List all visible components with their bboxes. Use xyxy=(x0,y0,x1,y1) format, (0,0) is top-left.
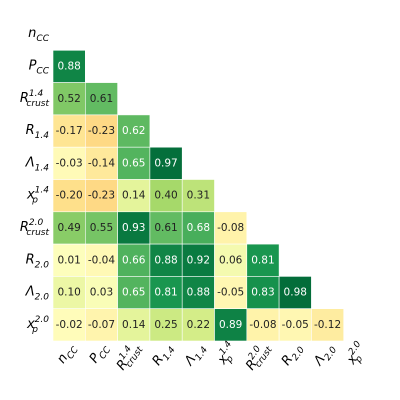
heatmap-cell-r9-c2 xyxy=(117,308,151,342)
column-label-8: Λ2.0 xyxy=(311,340,340,370)
row-label-5: x1.4 p xyxy=(26,186,49,206)
heatmap-cell-r5-c3 xyxy=(149,179,183,213)
heatmap-cell-r7-c3 xyxy=(149,243,183,277)
heatmap-cell-r2-c0 xyxy=(52,82,86,116)
heatmap-cell-r7-c6 xyxy=(246,243,280,277)
cell-value-r9-c5: 0.89 xyxy=(219,319,242,331)
heatmap-cell-r6-c1 xyxy=(85,211,118,245)
heatmap-cell-r9-c3 xyxy=(149,308,183,342)
cell-value-r9-c6: -0.08 xyxy=(249,319,276,331)
cell-value-r8-c5: -0.05 xyxy=(217,287,244,299)
cell-value-r9-c3: 0.25 xyxy=(154,319,177,331)
heatmap-cell-r4-c1 xyxy=(85,146,118,180)
cell-value-r3-c0: -0.17 xyxy=(56,125,83,137)
column-label-9: x2.0p xyxy=(342,339,372,370)
cell-value-r7-c6: 0.81 xyxy=(251,254,274,266)
column-label-6: R2.0crust xyxy=(242,339,275,375)
cell-value-r2-c0: 0.52 xyxy=(57,93,80,105)
cell-value-r1-c0: 0.88 xyxy=(57,60,80,72)
heatmap-cell-r2-c1 xyxy=(85,82,118,116)
heatmap-cell-r7-c5 xyxy=(214,243,248,277)
cell-value-r8-c2: 0.65 xyxy=(122,287,145,299)
cell-value-r7-c2: 0.66 xyxy=(122,254,146,266)
row-label-4: Λ1.4 xyxy=(25,155,49,173)
row-label-6: R2.0 crust xyxy=(20,218,50,238)
column-label-5: x1.4p xyxy=(213,339,243,370)
cell-value-r4-c3: 0.97 xyxy=(154,157,177,169)
column-label-1: PCC xyxy=(87,340,114,368)
cell-value-r6-c3: 0.61 xyxy=(154,222,177,234)
cell-value-r7-c1: -0.04 xyxy=(88,254,115,266)
cell-value-r6-c4: 0.68 xyxy=(187,222,210,234)
heatmap-cell-r7-c0 xyxy=(52,243,86,277)
row-label-0: nCC xyxy=(28,26,50,44)
cell-value-r9-c2: 0.14 xyxy=(122,319,146,331)
cell-value-r9-c4: 0.22 xyxy=(187,319,210,331)
row-label-3: R1.4 xyxy=(26,123,50,141)
heatmap-cell-r6-c4 xyxy=(181,211,215,245)
cell-value-r3-c2: 0.62 xyxy=(122,125,145,137)
cell-value-r9-c1: -0.07 xyxy=(88,319,115,331)
heatmap-cell-r1-c0 xyxy=(52,49,86,83)
cell-value-r8-c4: 0.88 xyxy=(187,287,210,299)
heatmap-cell-r8-c2 xyxy=(117,276,151,309)
cell-value-r3-c1: -0.23 xyxy=(88,125,115,137)
heatmap-cell-r6-c5 xyxy=(214,211,248,245)
cell-value-r6-c2: 0.93 xyxy=(122,222,145,234)
cell-value-r4-c0: -0.03 xyxy=(56,157,83,169)
cell-value-r8-c1: 0.03 xyxy=(90,287,113,299)
column-label-3: R1.4 xyxy=(150,340,178,370)
cell-value-r4-c2: 0.65 xyxy=(122,157,145,169)
cell-value-r8-c6: 0.83 xyxy=(251,287,274,299)
heatmap-cell-r5-c1 xyxy=(85,179,118,213)
row-label-7: R2.0 xyxy=(26,252,50,270)
heatmap-cell-r4-c3 xyxy=(149,146,183,180)
column-label-7: R2.0 xyxy=(279,340,307,370)
row-label-1: PCC xyxy=(29,58,50,76)
cell-value-r2-c1: 0.61 xyxy=(90,93,113,105)
cell-value-r9-c0: -0.02 xyxy=(56,319,83,331)
column-label-0: nCC xyxy=(54,340,81,368)
cell-value-r5-c1: -0.23 xyxy=(88,190,115,202)
heatmap-cell-r8-c7 xyxy=(278,276,312,309)
heatmap-cell-r6-c3 xyxy=(149,211,183,245)
cell-value-r7-c0: 0.01 xyxy=(57,254,80,266)
cell-value-r6-c0: 0.49 xyxy=(57,222,80,234)
cell-value-r8-c7: 0.98 xyxy=(284,287,307,299)
heatmap-cell-r9-c6 xyxy=(246,308,280,342)
heatmap-cell-r9-c1 xyxy=(85,308,118,342)
column-label-2: R1.4crust xyxy=(112,339,145,375)
row-label-2: R1.4 crust xyxy=(20,89,50,109)
cell-value-r9-c8: -0.12 xyxy=(314,319,341,331)
heatmap-cell-r9-c5 xyxy=(214,308,248,342)
row-labels: nCC PCC R1.4 crust R1.4 Λ1.4 x1.4 p R2.0 crust R2.… xyxy=(20,26,50,335)
cell-value-r5-c3: 0.40 xyxy=(154,190,177,202)
cell-value-r8-c3: 0.81 xyxy=(154,287,177,299)
heatmap-cell-r7-c1 xyxy=(85,243,118,277)
cell-value-r9-c7: -0.05 xyxy=(282,319,309,331)
heatmap-cell-r9-c0 xyxy=(52,308,86,342)
cell-value-r5-c0: -0.20 xyxy=(56,190,83,202)
heatmap-cells: 0.88 0.52 0.61 -0.17 -0.23 0.62 -0.03 -0.14 0.65… xyxy=(52,49,344,342)
cell-value-r6-c1: 0.55 xyxy=(90,222,113,234)
heatmap-cell-r6-c0 xyxy=(52,211,86,245)
heatmap-cell-r3-c2 xyxy=(117,114,151,148)
heatmap-cell-r9-c4 xyxy=(181,308,215,342)
cell-value-r8-c0: 0.10 xyxy=(57,287,80,299)
heatmap-cell-r6-c2 xyxy=(117,211,151,245)
row-label-9: x2.0 p xyxy=(26,315,49,335)
cell-value-r7-c3: 0.88 xyxy=(154,254,177,266)
cell-value-r7-c4: 0.92 xyxy=(187,254,210,266)
cell-value-r5-c2: 0.14 xyxy=(122,190,146,202)
heatmap-cell-r8-c0 xyxy=(52,276,86,309)
column-label-4: Λ1.4 xyxy=(181,340,210,370)
cell-value-r5-c4: 0.31 xyxy=(187,190,210,202)
cell-value-r6-c5: -0.08 xyxy=(217,222,244,234)
heatmap-cell-r9-c8 xyxy=(311,308,344,342)
cell-value-r4-c1: -0.14 xyxy=(88,157,115,169)
cell-value-r7-c5: 0.06 xyxy=(219,254,243,266)
row-label-8: Λ2.0 xyxy=(25,285,49,303)
